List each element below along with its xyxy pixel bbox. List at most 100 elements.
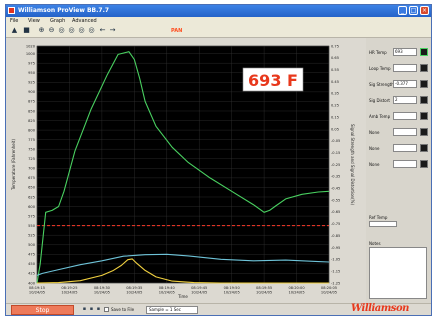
- notes-field[interactable]: [369, 247, 427, 299]
- menu-graph[interactable]: Graph: [50, 18, 66, 24]
- y-tick-label-right: -1.05: [331, 258, 340, 262]
- channel-value: [393, 112, 417, 120]
- print-icon[interactable]: ▲: [11, 26, 18, 34]
- x-tick-date-label: 10/24/05: [29, 291, 45, 295]
- save-to-file-checkbox[interactable]: [104, 307, 109, 312]
- sample-rate-select[interactable]: Sample = 1 Sec: [146, 306, 198, 314]
- menu-bar: File View Graph Advanced: [6, 17, 431, 25]
- x-tick-date-label: 10/24/05: [61, 291, 77, 295]
- x-tick-date-label: 10/24/05: [256, 291, 272, 295]
- stop-button[interactable]: Stop: [11, 305, 74, 315]
- x-tick-label: 08:19:50: [224, 286, 241, 290]
- x-tick-date-label: 10/24/05: [224, 291, 240, 295]
- x-tick-label: 08:19:25: [61, 286, 77, 290]
- x-axis-label: Time: [177, 294, 188, 299]
- x-tick-label: 08:19:40: [159, 286, 176, 290]
- y-tick-label-right: -0.85: [331, 234, 340, 238]
- channel-label: None: [369, 162, 380, 167]
- window-title: Williamson ProView BB.7.7: [18, 7, 110, 14]
- x-tick-label: 08:20:00: [288, 286, 305, 290]
- menu-file[interactable]: File: [10, 18, 19, 24]
- y-tick-label-left: 1020: [26, 44, 36, 48]
- channel-value: 2: [393, 96, 417, 104]
- ref-temp-field[interactable]: [369, 221, 397, 227]
- channel-value: [393, 64, 417, 72]
- zoom-fit-icon[interactable]: ◎: [88, 26, 95, 34]
- ref-temp-label: Ref Temp: [369, 215, 388, 220]
- x-tick-date-label: 10/24/05: [126, 291, 142, 295]
- app-window: Williamson ProView BB.7.7 _ □ × File Vie…: [5, 4, 432, 316]
- channel-color-swatch[interactable]: [420, 80, 428, 88]
- y-tick-label-left: 500: [28, 243, 36, 247]
- channel-panel: HR Temp 693 Loop Temp Sig Strength -0.37…: [366, 38, 431, 303]
- channel-color-swatch[interactable]: [420, 144, 428, 152]
- y-tick-label-left: 925: [28, 81, 35, 85]
- channel-label: Loop Temp: [369, 66, 391, 71]
- maximize-button[interactable]: □: [409, 6, 418, 15]
- app-icon: [8, 7, 15, 14]
- channel-label: Sig Distort: [369, 98, 390, 103]
- y-tick-label-right: -1.15: [331, 269, 340, 273]
- channel-color-swatch[interactable]: [420, 48, 428, 56]
- record-icon[interactable]: ▪: [82, 306, 87, 312]
- y-tick-label-right: 0.05: [331, 127, 339, 131]
- y-tick-label-right: 0.45: [331, 80, 339, 84]
- zoom-out-icon[interactable]: ⊖: [48, 26, 55, 34]
- pause-icon[interactable]: ▪: [89, 306, 94, 312]
- channel-label: None: [369, 146, 380, 151]
- menu-view[interactable]: View: [28, 18, 40, 24]
- channel-color-swatch[interactable]: [420, 128, 428, 136]
- channel-label: Sig Strength: [369, 82, 394, 87]
- x-tick-label: 08:19:45: [191, 286, 207, 290]
- channel-color-swatch[interactable]: [420, 64, 428, 72]
- zoom-box-icon[interactable]: ◎: [58, 26, 65, 34]
- title-bar[interactable]: Williamson ProView BB.7.7 _ □ ×: [6, 5, 431, 17]
- y-tick-label-left: 775: [28, 138, 35, 142]
- y-tick-label-left: 850: [28, 109, 36, 113]
- channel-value: [393, 128, 417, 136]
- zoom-in-icon[interactable]: ⊕: [38, 26, 45, 34]
- toolbar: ▲ ■ ⊕ ⊖ ◎ ◎ ◎ ◎ ← → PAN: [6, 25, 431, 38]
- channel-label: Amb Temp: [369, 114, 391, 119]
- y-tick-label-right: -0.55: [331, 198, 340, 202]
- y-tick-label-right: -0.05: [331, 139, 340, 143]
- minimize-button[interactable]: _: [398, 6, 407, 15]
- zoom-x-icon[interactable]: ◎: [68, 26, 75, 34]
- menu-advanced[interactable]: Advanced: [72, 18, 97, 24]
- y-tick-label-left: 1000: [26, 52, 36, 56]
- channel-value: 693: [393, 48, 417, 56]
- close-button[interactable]: ×: [420, 6, 429, 15]
- readout-value: 693 F: [248, 71, 298, 90]
- x-tick-date-label: 10/24/05: [94, 291, 110, 295]
- arrow-right-icon[interactable]: →: [109, 26, 116, 34]
- y-tick-label-left: 600: [28, 205, 36, 209]
- arrow-left-icon[interactable]: ←: [99, 26, 106, 34]
- y-tick-label-left: 450: [28, 262, 36, 266]
- y-tick-label-left: 900: [28, 90, 36, 94]
- x-tick-label: 08:19:55: [256, 286, 272, 290]
- y-tick-label-right: -0.15: [331, 151, 340, 155]
- y-tick-label-left: 950: [28, 71, 36, 75]
- channel-color-swatch[interactable]: [420, 96, 428, 104]
- channel-color-swatch[interactable]: [420, 112, 428, 120]
- y-tick-label-right: 0.25: [331, 104, 339, 108]
- y-tick-label-right: -0.45: [331, 187, 340, 191]
- channel-value: [393, 160, 417, 168]
- y-tick-label-right: -0.35: [331, 175, 340, 179]
- zoom-y-icon[interactable]: ◎: [78, 26, 85, 34]
- y-tick-label-left: 425: [28, 272, 35, 276]
- y-tick-label-right: 0.15: [331, 115, 339, 119]
- save-to-file-label: Save to File: [111, 307, 135, 312]
- channel-value: -0.377: [393, 80, 417, 88]
- readout-box: [242, 67, 304, 92]
- pan-label: PAN: [171, 28, 183, 34]
- y-tick-label-left: 975: [28, 62, 35, 66]
- status-bar: Stop ▪ ▪ ▪ Save to File Sample = 1 Sec W…: [6, 303, 431, 315]
- channel-value: [393, 144, 417, 152]
- temperature-readout: 693 F: [242, 67, 304, 92]
- x-tick-date-label: 10/24/05: [191, 291, 207, 295]
- y-tick-label-left: 750: [28, 148, 36, 152]
- temperature-chart[interactable]: 400 425 450 475 500 525 550 575 600 625 650 675 700 7…: [7, 38, 365, 300]
- channel-color-swatch[interactable]: [420, 160, 428, 168]
- disk-icon[interactable]: ■: [23, 26, 30, 34]
